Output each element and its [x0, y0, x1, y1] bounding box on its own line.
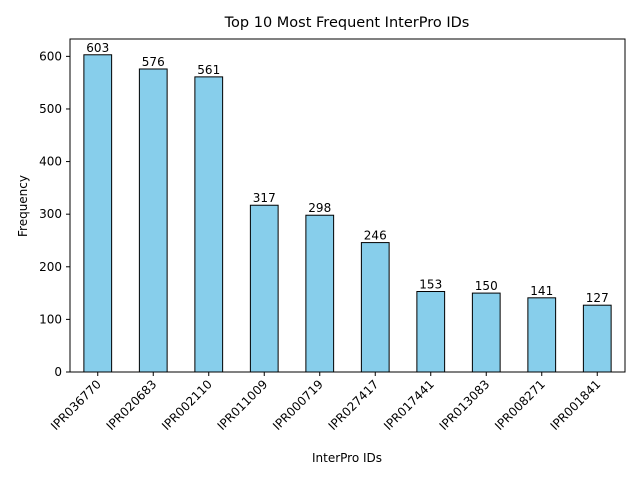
bar-value-label: 150 [475, 279, 498, 293]
bar [83, 54, 113, 373]
y-tick-label: 0 [54, 365, 62, 379]
bar [249, 204, 279, 373]
bar [194, 76, 224, 373]
bar-value-label: 603 [86, 41, 109, 55]
bar [471, 292, 501, 373]
bar-value-label: 317 [253, 191, 276, 205]
x-tick-label: IPR011009 [215, 377, 271, 433]
x-tick-label: IPR002110 [159, 377, 215, 433]
x-tick-label: IPR001841 [548, 377, 604, 433]
y-tick-label: 400 [39, 155, 62, 169]
bar [305, 214, 335, 373]
bar-value-label: 153 [419, 278, 442, 292]
x-tick-label: IPR020683 [104, 377, 160, 433]
bar-value-label: 298 [308, 201, 331, 215]
plot-frame [69, 38, 626, 373]
chart-title: Top 10 Most Frequent InterPro IDs [224, 15, 470, 31]
y-tick-label: 300 [39, 207, 62, 221]
y-tick-label: 100 [39, 312, 62, 326]
y-tick-label: 200 [39, 260, 62, 274]
bar [527, 297, 557, 373]
bar [360, 242, 390, 373]
bar-value-label: 576 [142, 55, 165, 69]
bar [582, 304, 612, 373]
bar-value-label: 561 [197, 63, 220, 77]
plot-area: 603 576 561 317 298 246 153 150 141 127 0 100 200 300… [39, 38, 626, 433]
bar [138, 68, 168, 373]
x-tick-label: IPR000719 [270, 377, 326, 433]
x-tick-label: IPR008271 [492, 377, 548, 433]
x-tick-label: IPR013083 [437, 377, 493, 433]
bar-value-label: 246 [364, 229, 387, 243]
bar-value-label: 127 [586, 291, 609, 305]
bar [416, 291, 446, 373]
y-tick-label: 500 [39, 102, 62, 116]
y-axis-label: Frequency [16, 175, 30, 237]
bar-value-label: 141 [530, 284, 553, 298]
x-tick-label: IPR027417 [326, 377, 382, 433]
x-tick-label: IPR017441 [381, 377, 437, 433]
x-axis-label: InterPro IDs [312, 451, 382, 465]
x-tick-label: IPR036770 [48, 377, 104, 433]
y-tick-label: 600 [39, 49, 62, 63]
